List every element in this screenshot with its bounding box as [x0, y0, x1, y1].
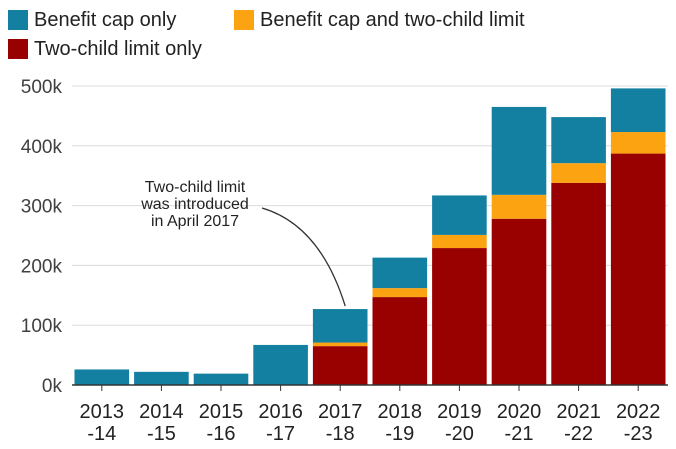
x-tick-label-line: -16	[207, 423, 236, 445]
bar-202122-benefit-cap-and-two-child-limit	[551, 163, 606, 183]
bar-202223-two-child-limit-only	[610, 153, 666, 385]
bar-201920-two-child-limit-only	[432, 248, 487, 385]
x-tick-label-line: 2019	[437, 401, 482, 423]
x-tick-label-2019: 2019 -20	[437, 401, 482, 445]
bar-201415-benefit-cap-only	[134, 371, 189, 385]
annotation: Two-child limit was introduced in April 20…	[140, 179, 346, 307]
y-tick-label-0k: 0k	[42, 376, 63, 397]
axes: 0k 100k 200k 300k 400k 500k 2013 -14 2014 -15 2015…	[21, 77, 668, 445]
bar-202021-two-child-limit-only	[491, 218, 547, 385]
x-tick-label-line: -22	[564, 423, 593, 445]
x-tick-label-2020: 2020 -21	[497, 401, 542, 445]
x-tick-label-2016: 2016 -17	[258, 401, 303, 445]
x-tick-label-line: -18	[326, 423, 355, 445]
annotation-line: in April 2017	[151, 213, 239, 230]
x-tick-label-line: 2020	[497, 401, 542, 423]
legend-swatch-benefit-cap-only	[8, 10, 28, 30]
x-tick-label-line: 2018	[378, 401, 423, 423]
legend-item-benefit-cap-only: Benefit cap only	[8, 6, 176, 34]
x-tick-label-line: 2015	[199, 401, 244, 423]
x-tick-label-line: -17	[266, 423, 295, 445]
legend-swatch-two-child-limit-only	[8, 39, 28, 59]
x-tick-label-line: -15	[147, 423, 176, 445]
y-tick-label-100k: 100k	[21, 316, 63, 337]
x-tick-label-line: 2021	[556, 401, 601, 423]
legend-label-benefit-cap-and-two-child-limit: Benefit cap and two-child limit	[260, 8, 525, 31]
bar-201819-two-child-limit-only	[372, 297, 428, 385]
x-tick-label-line: 2022	[616, 401, 661, 423]
x-tick-label-2022: 2022 -23	[616, 401, 661, 445]
y-tick-label-300k: 300k	[21, 197, 63, 218]
annotation-leader-line	[261, 207, 346, 307]
legend-item-two-child-limit-only: Two-child limit only	[8, 35, 202, 63]
x-tick-label-line: -23	[624, 423, 653, 445]
x-tick-label-line: -14	[87, 423, 116, 445]
x-tick-label-line: -19	[385, 423, 414, 445]
legend-swatch-benefit-cap-and-two-child-limit	[234, 10, 254, 30]
bar-202021-benefit-cap-and-two-child-limit	[491, 194, 547, 219]
x-tick-label-line: 2017	[318, 401, 363, 423]
x-tick-label-2021: 2021 -22	[556, 401, 601, 445]
bar-202223-benefit-cap-only	[610, 88, 666, 133]
annotation-line: Two-child limit	[145, 179, 246, 196]
y-tick-label-500k: 500k	[21, 77, 63, 98]
bar-201819-benefit-cap-only	[372, 257, 428, 289]
bar-201314-benefit-cap-only	[74, 369, 130, 385]
bar-202122-benefit-cap-only	[551, 117, 606, 164]
bar-201516-benefit-cap-only	[193, 373, 249, 385]
x-tick-label-2014: 2014 -15	[139, 401, 184, 445]
legend-item-benefit-cap-and-two-child-limit: Benefit cap and two-child limit	[234, 6, 525, 34]
annotation-line: was introduced	[140, 196, 249, 213]
bar-201920-benefit-cap-and-two-child-limit	[432, 234, 487, 249]
bar-201819-benefit-cap-and-two-child-limit	[372, 288, 428, 298]
x-tick-label-line: 2013	[80, 401, 125, 423]
bar-202021-benefit-cap-only	[491, 106, 547, 195]
bar-201718-benefit-cap-only	[312, 309, 368, 343]
bar-202122-two-child-limit-only	[551, 182, 606, 385]
x-tick-label-line: 2016	[258, 401, 303, 423]
bar-201718-two-child-limit-only	[312, 346, 368, 385]
x-tick-label-2017: 2017 -18	[318, 401, 363, 445]
x-tick-label-line: -21	[505, 423, 534, 445]
bar-201920-benefit-cap-only	[432, 195, 487, 235]
y-tick-label-400k: 400k	[21, 137, 63, 158]
x-tick-label-2015: 2015 -16	[199, 401, 244, 445]
bar-201617-benefit-cap-only	[253, 344, 308, 385]
x-tick-label-2013: 2013 -14	[80, 401, 125, 445]
bars	[74, 88, 666, 385]
x-tick-label-2018: 2018 -19	[378, 401, 423, 445]
legend-label-two-child-limit-only: Two-child limit only	[34, 37, 202, 60]
x-tick-label-line: 2014	[139, 401, 184, 423]
y-tick-label-200k: 200k	[21, 256, 63, 277]
bar-202223-benefit-cap-and-two-child-limit	[610, 132, 666, 154]
x-tick-label-line: -20	[445, 423, 474, 445]
annotation-text: Two-child limit was introduced in April 20…	[140, 179, 249, 230]
bar-201718-benefit-cap-and-two-child-limit	[312, 342, 368, 347]
legend-label-benefit-cap-only: Benefit cap only	[34, 8, 177, 31]
